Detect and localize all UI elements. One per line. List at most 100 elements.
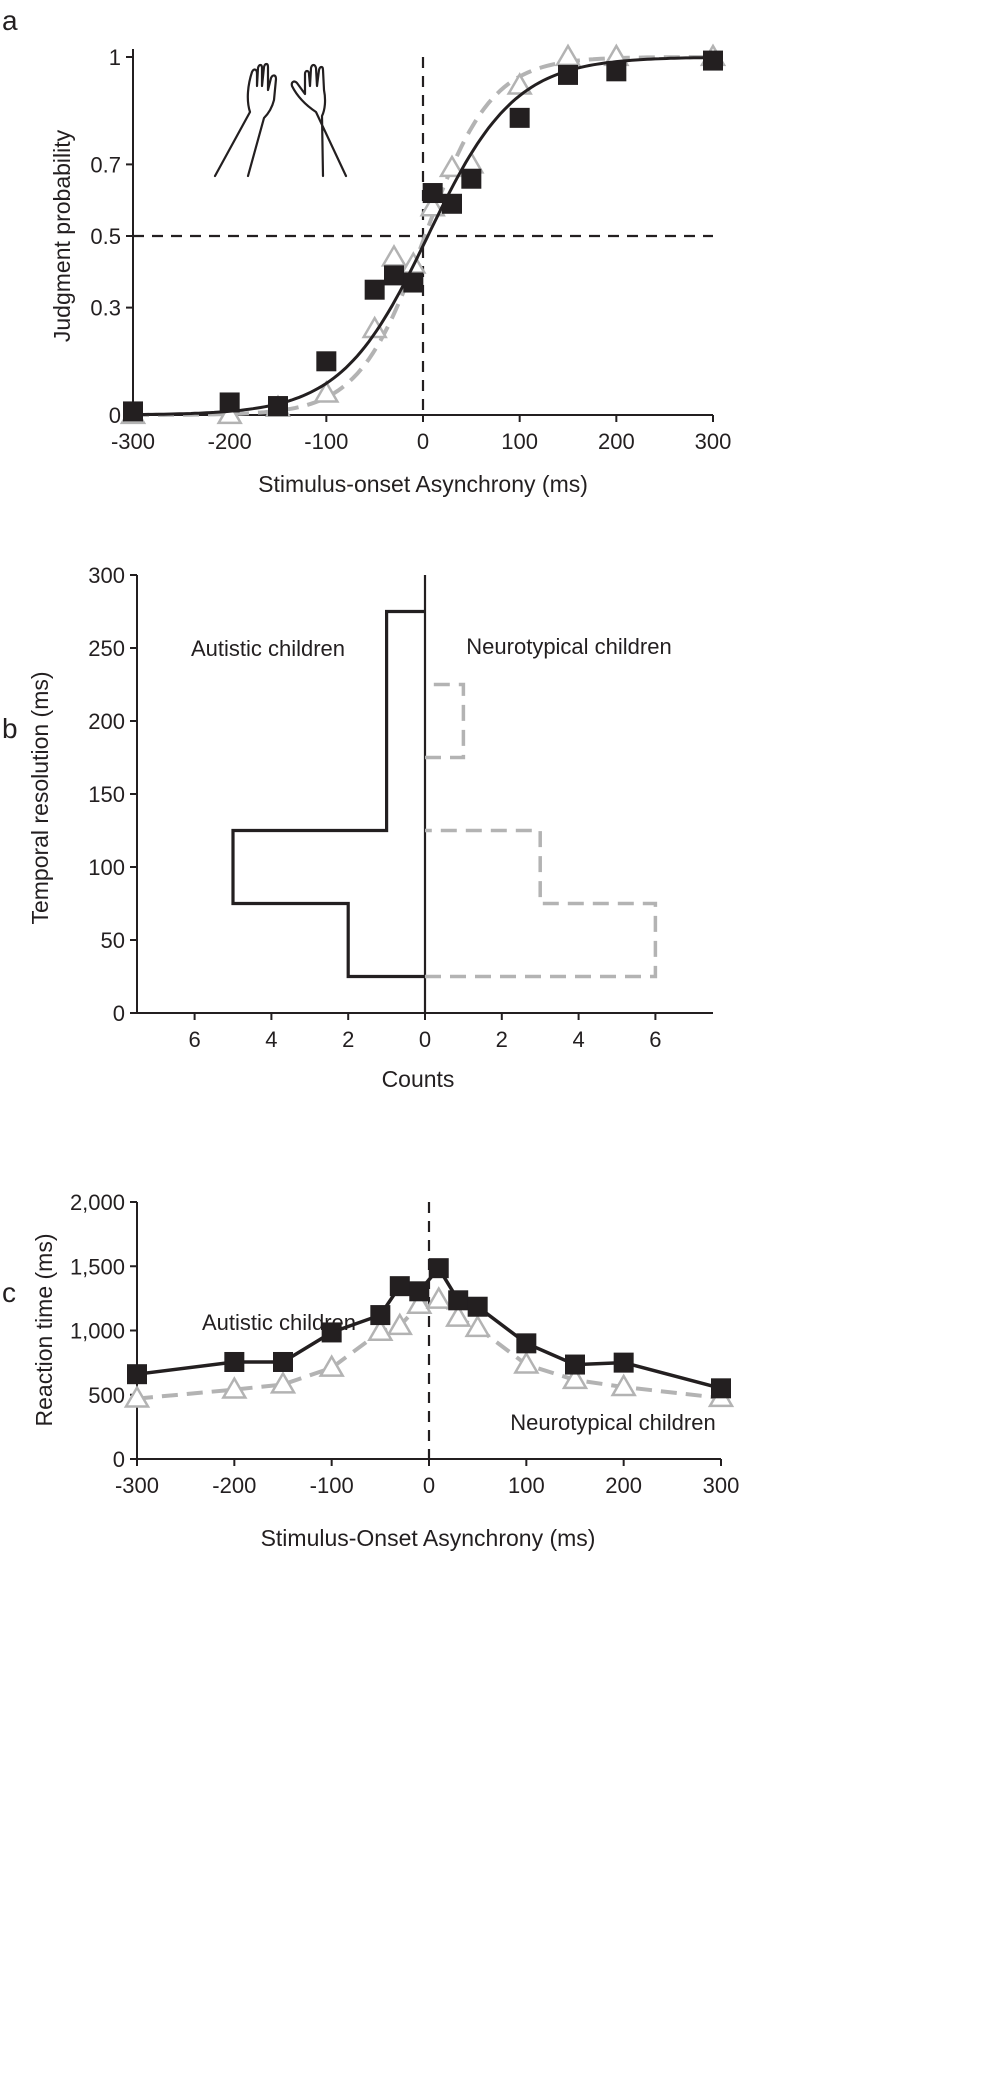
data-point-autistic <box>384 265 404 286</box>
data-point-neurotypical <box>386 1312 413 1336</box>
data-point-autistic <box>224 1351 245 1372</box>
data-point-neurotypical <box>380 243 408 267</box>
y-axis-title: Temporal resolution (ms) <box>27 671 53 924</box>
panel-b-chart: 6 4 2 0 2 4 6 0 50 100 150 200 250 300 Autistic childr… <box>27 563 713 1092</box>
x-tick-label: 300 <box>695 429 732 454</box>
y-tick-label: 300 <box>88 563 125 588</box>
data-point-autistic <box>711 1378 731 1399</box>
data-point-autistic <box>428 1258 449 1279</box>
x-tick-label: -200 <box>208 429 252 454</box>
data-point-neurotypical <box>216 401 243 425</box>
data-point-neurotypical <box>313 380 340 403</box>
data-point-autistic <box>422 183 443 204</box>
data-point-autistic <box>565 1354 585 1375</box>
x-tick-label: -100 <box>304 429 348 454</box>
data-point-autistic <box>448 1290 469 1311</box>
x-tick-label: 0 <box>417 429 429 454</box>
x-tick-label: 300 <box>703 1473 740 1498</box>
panel-label-b: b <box>2 713 18 744</box>
x-tick-label: -300 <box>115 1473 159 1498</box>
data-point-neurotypical <box>554 43 582 67</box>
panel-c-chart: -300 -200 -100 0 100 200 300 0 500 1,000 1,500 2,00… <box>31 1190 739 1551</box>
data-point-autistic <box>370 1305 391 1326</box>
data-point-neurotypical <box>123 1385 151 1408</box>
data-point-autistic <box>273 1351 293 1372</box>
annotation-neurotypical: Neurotypical children <box>466 634 671 659</box>
data-point-autistic <box>461 168 482 189</box>
y-tick-label: 500 <box>88 1383 125 1408</box>
histogram-neurotypical <box>425 828 658 979</box>
x-tick-label: -100 <box>310 1473 354 1498</box>
x-tick-label: 200 <box>605 1473 642 1498</box>
data-point-autistic <box>316 351 337 372</box>
x-tick-label: 6 <box>649 1027 661 1052</box>
y-tick-label: 1 <box>109 45 121 70</box>
y-tick-label: 250 <box>88 636 125 661</box>
x-tick-label: 4 <box>572 1027 584 1052</box>
annotation-autistic: Autistic children <box>202 1310 356 1335</box>
data-point-autistic <box>321 1322 342 1343</box>
y-tick-label: 0.3 <box>90 296 121 321</box>
data-point-neurotypical <box>419 193 446 217</box>
data-point-autistic <box>467 1296 488 1317</box>
data-point-autistic <box>442 193 462 214</box>
data-point-autistic <box>558 64 578 85</box>
data-point-autistic <box>127 1364 147 1385</box>
data-point-neurotypical <box>269 1370 297 1394</box>
data-point-autistic <box>389 1276 410 1297</box>
y-tick-label: 50 <box>101 928 125 953</box>
data-point-neurotypical <box>513 1351 540 1374</box>
y-tick-label: 1,500 <box>70 1254 125 1279</box>
y-tick-label: 150 <box>88 782 125 807</box>
data-point-autistic <box>219 392 240 413</box>
data-point-autistic <box>516 1333 537 1354</box>
data-point-neurotypical <box>445 1304 472 1327</box>
data-point-neurotypical <box>367 1318 394 1341</box>
y-tick-label: 1,000 <box>70 1319 125 1344</box>
right-hand-icon <box>290 63 348 178</box>
x-tick-label: 2 <box>342 1027 354 1052</box>
data-point-neurotypical <box>406 1291 433 1314</box>
y-tick-label: 0 <box>113 1001 125 1026</box>
x-tick-label: 6 <box>188 1027 200 1052</box>
x-tick-label: -300 <box>111 429 155 454</box>
y-axis-title: Reaction time (ms) <box>31 1234 57 1427</box>
data-point-autistic <box>613 1352 634 1373</box>
x-tick-label: -200 <box>212 1473 256 1498</box>
x-axis-title: Stimulus-onset Asynchrony (ms) <box>258 471 588 497</box>
y-tick-label: 0.5 <box>90 224 121 249</box>
panel-label-a: a <box>2 5 18 36</box>
data-point-autistic <box>123 401 143 422</box>
y-tick-label: 2,000 <box>70 1190 125 1215</box>
hands-icon <box>213 62 348 178</box>
y-tick-label: 0 <box>109 403 121 428</box>
data-point-neurotypical <box>318 1354 345 1377</box>
left-hand-icon <box>213 62 278 178</box>
data-point-neurotypical <box>438 154 466 178</box>
y-tick-label: 0.7 <box>90 152 121 177</box>
series-line-neurotypical <box>136 1297 722 1401</box>
data-point-neurotypical <box>610 1373 637 1397</box>
data-point-autistic <box>403 272 424 293</box>
histogram-autistic <box>231 609 425 979</box>
panel-label-c: c <box>2 1277 16 1308</box>
y-axis-title: Judgment probability <box>49 129 75 342</box>
data-point-neurotypical <box>464 1314 491 1338</box>
y-tick-label: 100 <box>88 855 125 880</box>
x-axis-title: Counts <box>382 1066 455 1092</box>
x-tick-label: 0 <box>419 1027 431 1052</box>
histogram-neurotypical <box>425 682 466 760</box>
x-tick-label: 100 <box>501 429 538 454</box>
data-point-neurotypical <box>425 1286 452 1309</box>
data-point-neurotypical <box>506 72 533 95</box>
x-axis-title: Stimulus-Onset Asynchrony (ms) <box>261 1525 596 1551</box>
data-point-neurotypical <box>561 1366 589 1390</box>
y-tick-label: 200 <box>88 709 125 734</box>
data-point-autistic <box>509 107 530 128</box>
x-tick-label: 0 <box>423 1473 435 1498</box>
data-point-autistic <box>409 1281 430 1302</box>
annotation-neurotypical: Neurotypical children <box>510 1410 715 1435</box>
x-tick-label: 100 <box>508 1473 545 1498</box>
panel-a-chart: -300 -200 -100 0 100 200 300 0 0.3 0.5 0.7 1 Stimulu… <box>49 43 732 497</box>
